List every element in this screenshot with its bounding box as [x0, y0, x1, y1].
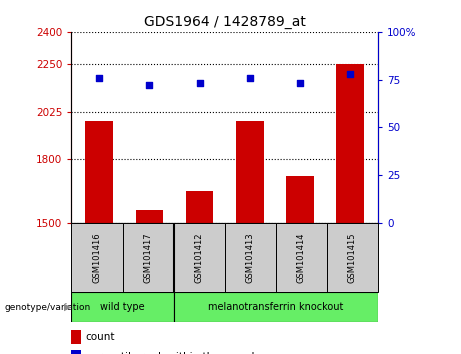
Bar: [71, 292, 174, 322]
Text: count: count: [85, 332, 115, 342]
Bar: [123, 223, 174, 292]
Text: GSM101416: GSM101416: [93, 232, 101, 283]
Bar: [71, 350, 81, 354]
Point: [196, 81, 203, 86]
Text: wild type: wild type: [100, 302, 145, 312]
Text: GSM101412: GSM101412: [195, 232, 204, 283]
Bar: [327, 223, 378, 292]
Text: GSM101414: GSM101414: [297, 232, 306, 283]
Bar: [236, 121, 264, 223]
Point: [246, 75, 254, 81]
Bar: [186, 191, 213, 223]
Bar: [71, 330, 81, 343]
Point: [347, 71, 354, 77]
Bar: [225, 223, 276, 292]
Bar: [85, 121, 113, 223]
Text: genotype/variation: genotype/variation: [5, 303, 91, 312]
Bar: [71, 223, 123, 292]
Text: ▶: ▶: [64, 302, 71, 312]
Text: GSM101413: GSM101413: [246, 232, 255, 283]
Bar: [337, 64, 364, 223]
Bar: [174, 223, 225, 292]
Text: melanotransferrin knockout: melanotransferrin knockout: [208, 302, 343, 312]
Bar: [136, 210, 163, 223]
Point: [95, 75, 103, 81]
Bar: [276, 223, 327, 292]
Text: percentile rank within the sample: percentile rank within the sample: [85, 352, 261, 354]
Point: [296, 81, 304, 86]
Text: GSM101415: GSM101415: [348, 232, 357, 283]
Point: [146, 82, 153, 88]
Text: GSM101417: GSM101417: [143, 232, 153, 283]
Bar: [174, 292, 378, 322]
Title: GDS1964 / 1428789_at: GDS1964 / 1428789_at: [144, 16, 306, 29]
Bar: [286, 176, 314, 223]
